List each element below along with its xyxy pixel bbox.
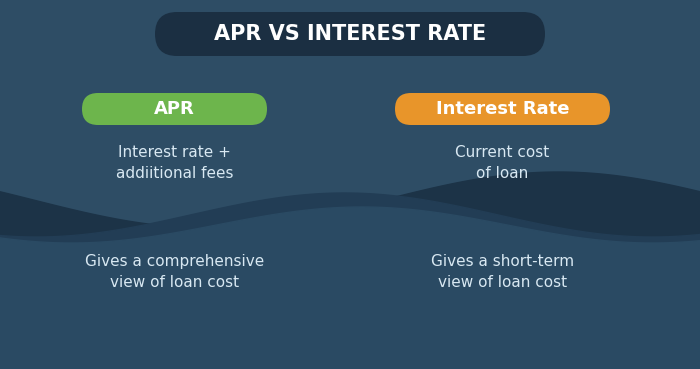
FancyBboxPatch shape (395, 93, 610, 125)
FancyBboxPatch shape (155, 12, 545, 56)
Text: Gives a short-term
view of loan cost: Gives a short-term view of loan cost (431, 254, 574, 290)
Text: Gives a comprehensive
view of loan cost: Gives a comprehensive view of loan cost (85, 254, 264, 290)
Polygon shape (0, 193, 700, 369)
Text: Interest rate +
addiitional fees: Interest rate + addiitional fees (116, 145, 233, 181)
FancyBboxPatch shape (82, 93, 267, 125)
Text: APR: APR (154, 100, 195, 118)
Polygon shape (0, 172, 700, 369)
Text: Interest Rate: Interest Rate (435, 100, 569, 118)
Text: Current cost
of loan: Current cost of loan (456, 145, 550, 181)
Text: APR VS INTEREST RATE: APR VS INTEREST RATE (214, 24, 486, 44)
Polygon shape (0, 207, 700, 369)
